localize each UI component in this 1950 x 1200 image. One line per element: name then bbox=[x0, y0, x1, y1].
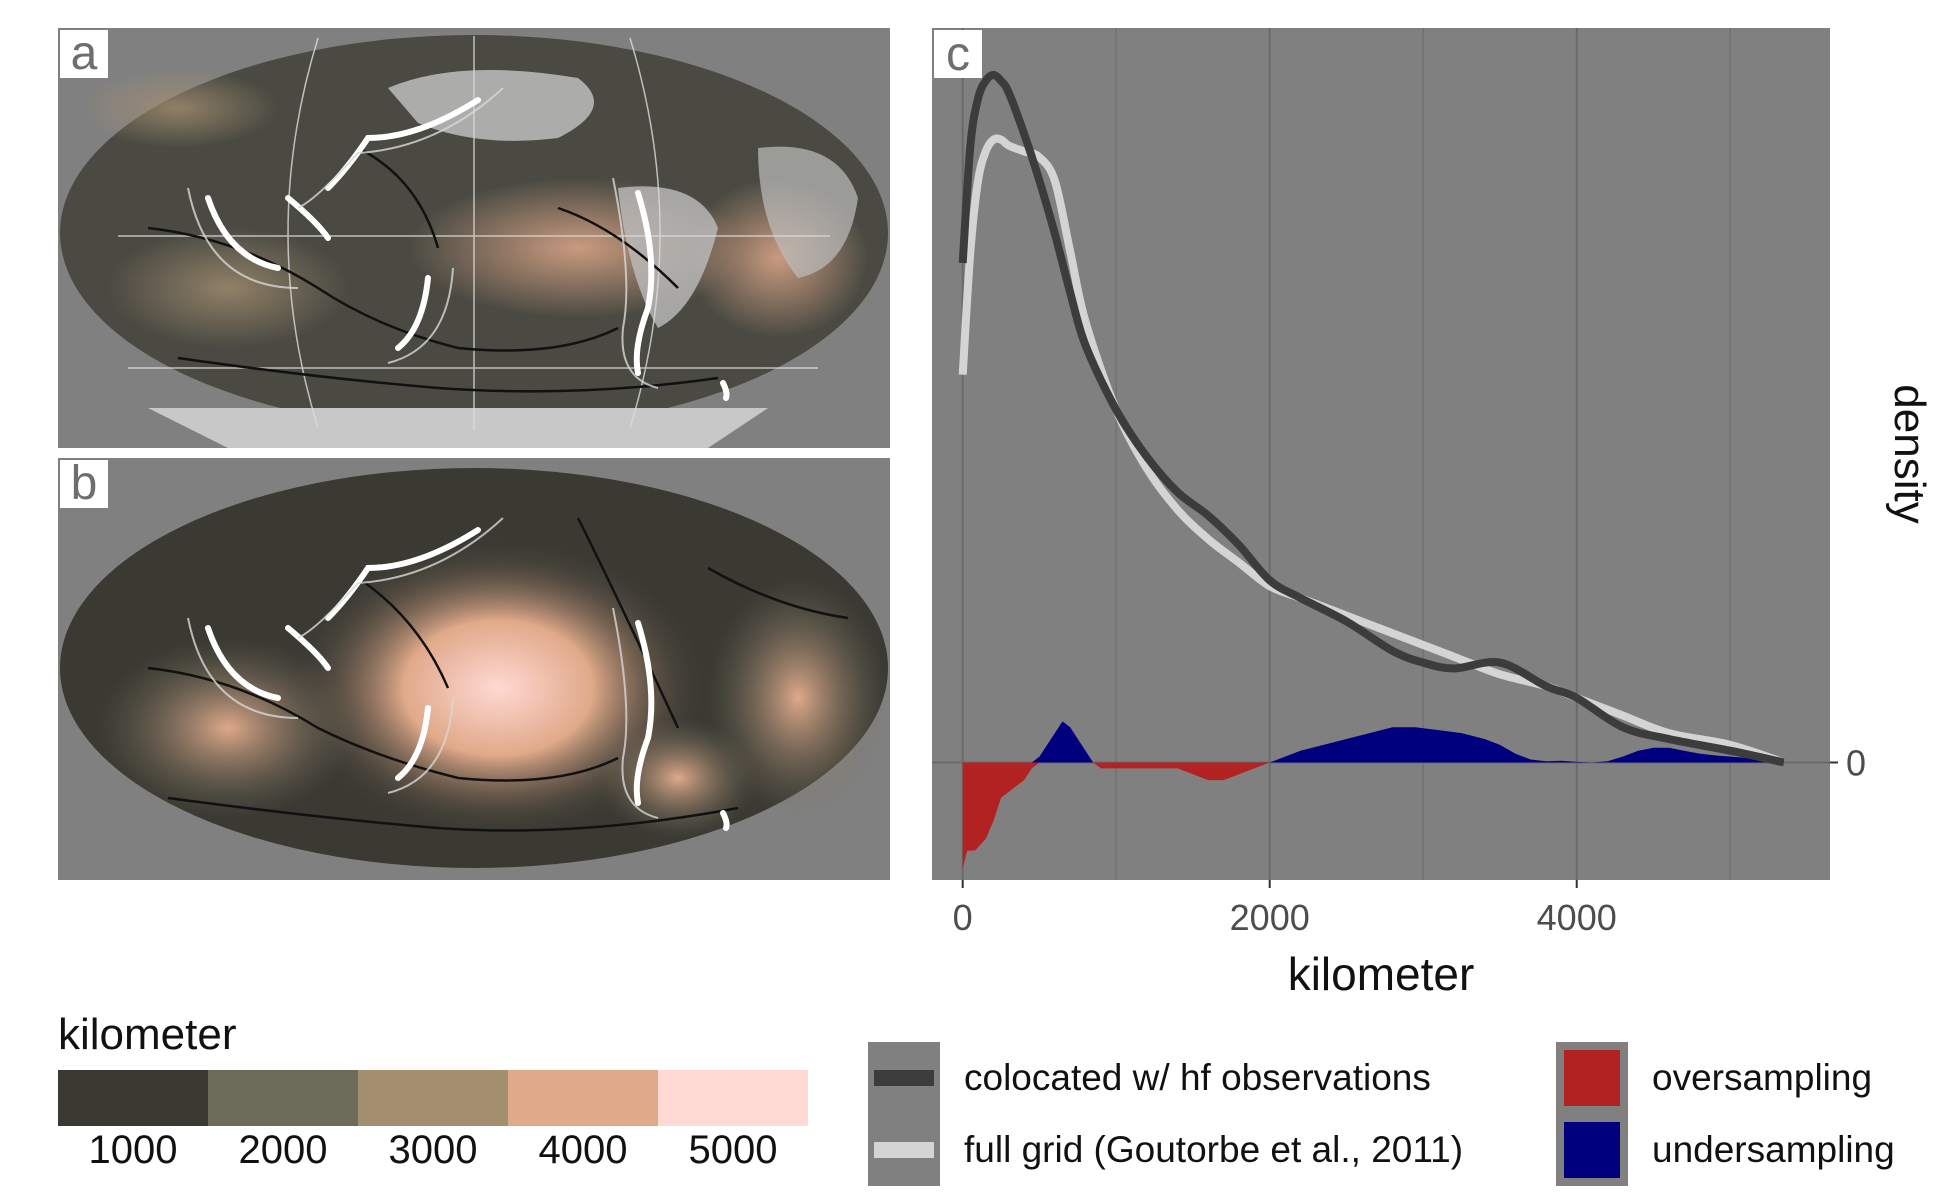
x-tick-label: 2000 bbox=[1230, 897, 1310, 938]
y-axis-title: density bbox=[1885, 384, 1934, 523]
landmass bbox=[758, 146, 858, 278]
colorbar-segment bbox=[358, 1070, 508, 1126]
colorbar-segment bbox=[508, 1070, 658, 1126]
legend-swatch-oversampling bbox=[1564, 1050, 1620, 1106]
colorbar-title: kilometer bbox=[58, 1010, 237, 1059]
panel-label-b: b bbox=[60, 460, 108, 508]
legend-key-fullgrid bbox=[868, 1114, 940, 1186]
colorbar-tick-label: 4000 bbox=[538, 1128, 628, 1172]
warm-region bbox=[78, 68, 278, 148]
map-panel-b: b bbox=[58, 458, 890, 880]
colorbar-tick-label: 3000 bbox=[388, 1128, 478, 1172]
density-chart: 0 2000 4000 0 c kilometer density bbox=[932, 28, 1934, 1000]
legend-swatch-colocated bbox=[874, 1070, 934, 1086]
x-axis-title: kilometer bbox=[1288, 948, 1475, 1000]
trench-buffers bbox=[187, 517, 659, 819]
colorbar-tick-label: 2000 bbox=[238, 1128, 328, 1172]
legend-key-undersampling bbox=[1556, 1114, 1628, 1186]
panel-label-c-box bbox=[934, 30, 982, 78]
y-tick-label: 0 bbox=[1846, 742, 1866, 783]
trenches bbox=[205, 97, 730, 401]
map-panel-a: a bbox=[58, 28, 890, 448]
plate-boundaries bbox=[147, 146, 719, 393]
x-tick-label: 0 bbox=[953, 897, 973, 938]
legend-label-undersampling: undersampling bbox=[1652, 1129, 1895, 1170]
legend-label-fullgrid: full grid (Goutorbe et al., 2011) bbox=[964, 1129, 1464, 1170]
legend-key-oversampling bbox=[1556, 1042, 1628, 1114]
line-legend-keys bbox=[868, 1042, 940, 1186]
undersampling-area bbox=[962, 721, 1784, 763]
plate-boundaries bbox=[147, 517, 849, 832]
map-b-graphic bbox=[60, 468, 888, 868]
colorbar-segment bbox=[658, 1070, 808, 1126]
density-lines bbox=[958, 71, 1786, 767]
axes: 0 2000 4000 0 bbox=[953, 742, 1866, 938]
panel-label-c: c bbox=[946, 28, 970, 81]
antarctica bbox=[148, 408, 768, 448]
series-line-colocated bbox=[958, 71, 1785, 767]
colorbar-segment bbox=[58, 1070, 208, 1126]
grid-lines bbox=[932, 28, 1830, 880]
panel-label-a: a bbox=[60, 30, 108, 78]
colorbar bbox=[58, 1070, 808, 1126]
difference-areas bbox=[962, 721, 1784, 869]
fill-legend-labels: oversampling undersampling bbox=[1628, 1042, 1895, 1186]
x-tick-label: 4000 bbox=[1537, 897, 1617, 938]
legend-key-colocated bbox=[868, 1042, 940, 1114]
colorbar-tick-label: 1000 bbox=[88, 1128, 178, 1172]
map-a-graphic bbox=[60, 35, 888, 448]
colorbar-tick-label: 5000 bbox=[688, 1128, 778, 1172]
trenches bbox=[205, 527, 730, 831]
trench-buffers bbox=[187, 87, 659, 389]
fill-legend-keys bbox=[1556, 1042, 1628, 1186]
legend-label-oversampling: oversampling bbox=[1652, 1057, 1873, 1098]
colorbar-segment bbox=[208, 1070, 358, 1126]
fill-legend: oversampling undersampling bbox=[1556, 1042, 1895, 1186]
legend-swatch-undersampling bbox=[1564, 1122, 1620, 1178]
colorbar-ticks: 1000 2000 3000 4000 5000 bbox=[58, 1128, 808, 1178]
legend-swatch-fullgrid bbox=[874, 1142, 934, 1158]
line-legend: colocated w/ hf observations full grid (… bbox=[868, 1042, 1463, 1186]
distance-field bbox=[98, 638, 358, 818]
legend-label-colocated: colocated w/ hf observations bbox=[964, 1057, 1431, 1098]
line-legend-labels: colocated w/ hf observations full grid (… bbox=[940, 1042, 1463, 1186]
